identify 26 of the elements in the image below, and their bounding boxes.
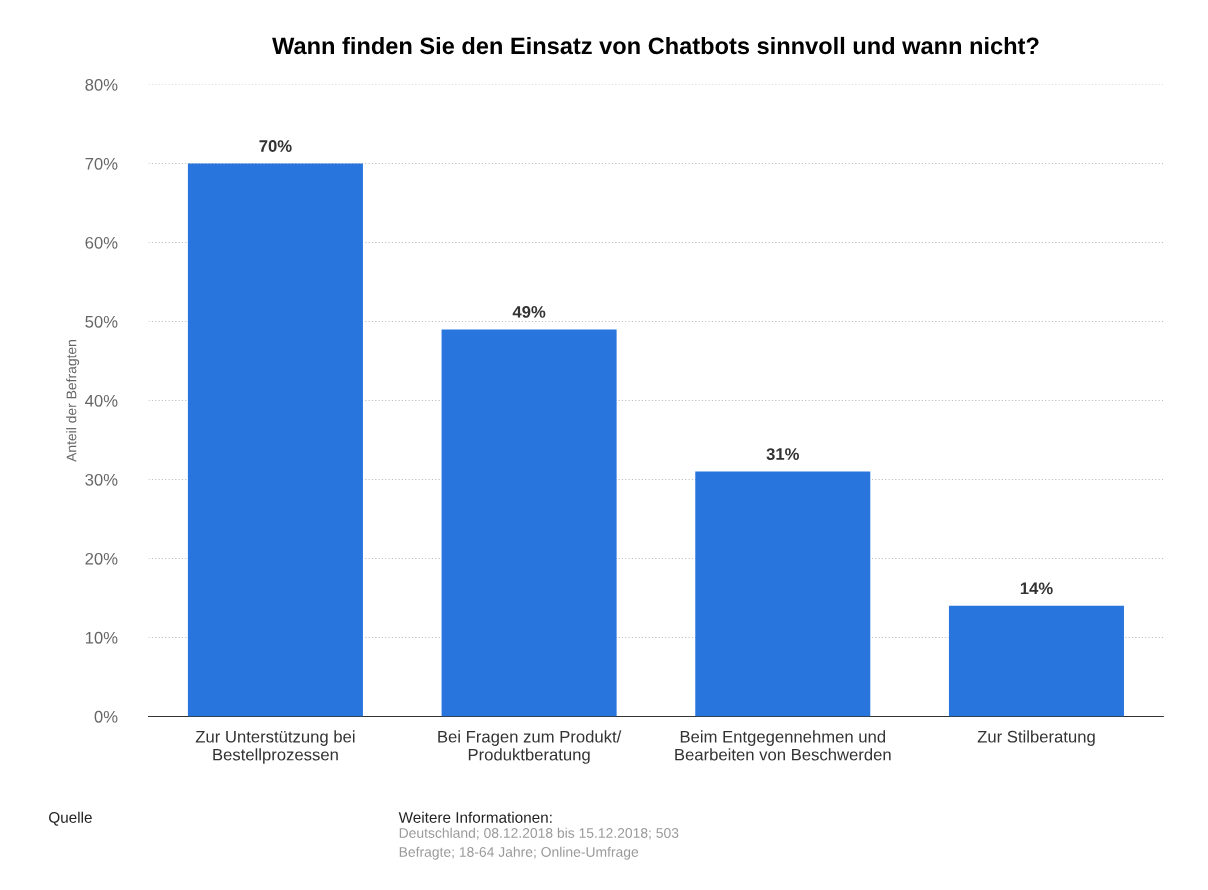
y-tick-label: 20% (85, 552, 118, 565)
data-label: 70% (259, 140, 292, 152)
y-tick-label: 0% (94, 710, 118, 723)
chart-title: Wann finden Sie den Einsatz von Chatbots sinnvoll und wann nicht? (272, 36, 1039, 55)
y-tick-label: 50% (85, 315, 118, 328)
text: Weitere Informationen: (398, 811, 552, 823)
data-label: 31% (766, 448, 800, 460)
x-tick-label: Zur Stilberatung (977, 730, 1095, 746)
text: Quelle (49, 811, 92, 826)
y-tick-label: 70% (85, 157, 118, 170)
y-tick-label: 40% (85, 394, 118, 407)
bar (441, 329, 617, 717)
bar (187, 163, 363, 717)
data-label: 14% (1020, 582, 1053, 595)
y-axis-title: Anteil der Befragten (66, 340, 80, 462)
data-label: 49% (512, 305, 546, 318)
x-tick-label: Zur Unterstützung bei Bestellprozessen (195, 730, 355, 764)
y-tick-label: 30% (85, 473, 118, 486)
y-tick-label: 80% (85, 78, 118, 91)
y-tick-label: 60% (85, 236, 118, 249)
x-tick-label: Beim Entgegennehmen und Bearbeiten von Beschwerden (675, 730, 891, 761)
text: Deutschland; 08.12.2018 bis 15.12.2018; 503 Befragte; 18-64 Jahre; Online-Umfrage (399, 827, 679, 860)
bar (948, 605, 1124, 717)
x-tick-label: Bei Fragen zum Produkt/ Produktberatung (438, 730, 622, 764)
bar (695, 471, 871, 717)
y-tick-label: 10% (85, 631, 118, 644)
